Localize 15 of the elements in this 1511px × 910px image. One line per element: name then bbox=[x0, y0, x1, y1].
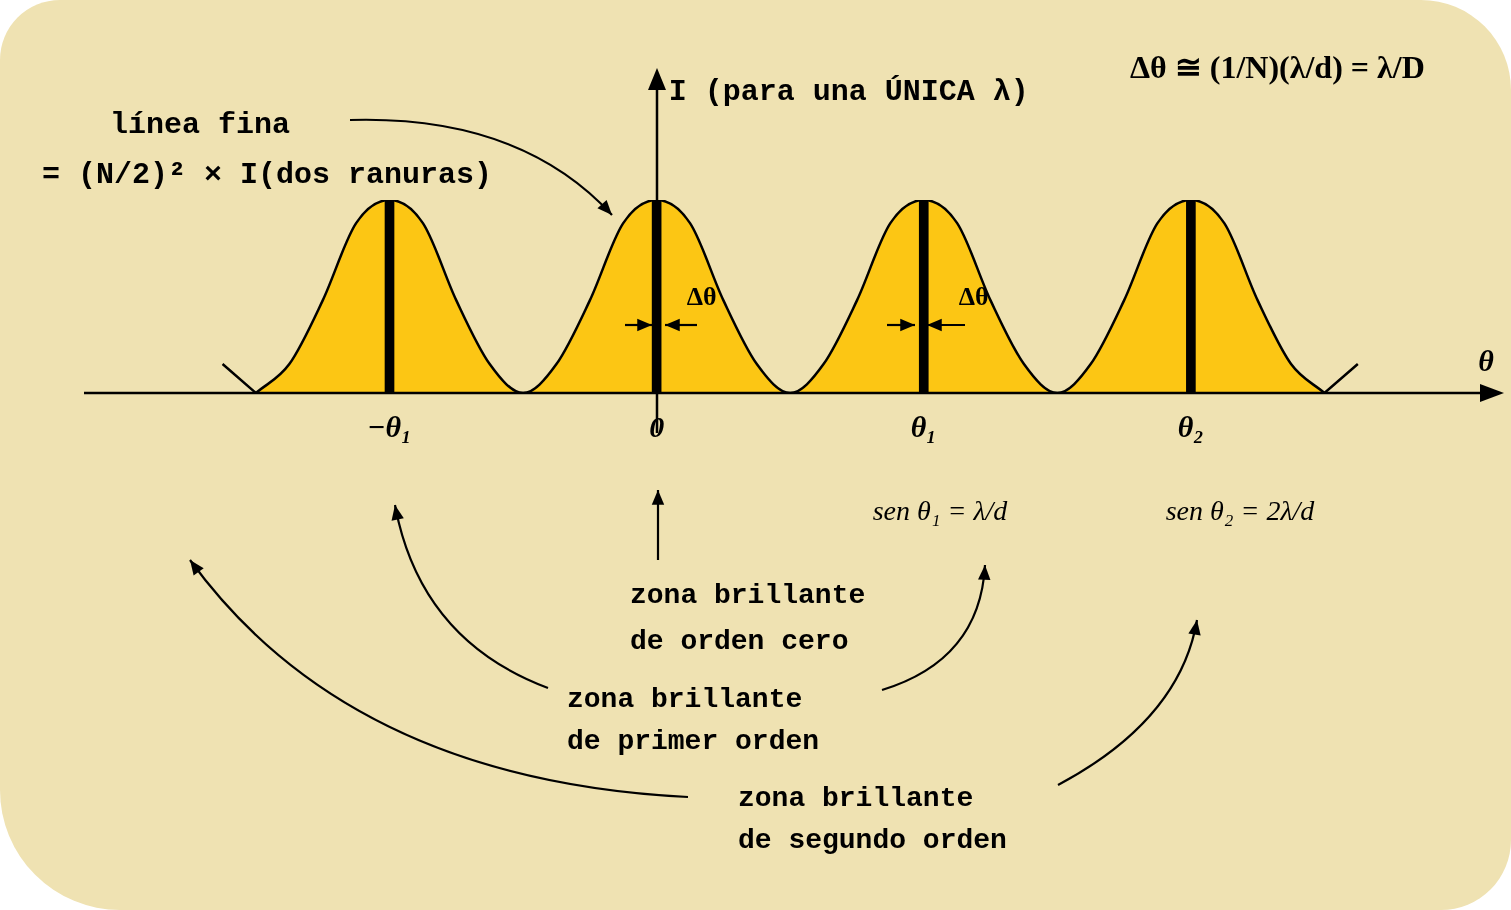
text: zona brillante de orden cero bbox=[630, 580, 866, 657]
y-axis-title: I (para una ÚNICA λ) bbox=[668, 75, 1029, 109]
text: línea fina = (N/2)² × I(dos ranuras) bbox=[42, 108, 493, 192]
x-tick-label: 0 bbox=[649, 409, 665, 443]
annotation: Δθ bbox=[686, 282, 717, 311]
annotation: Δθ bbox=[958, 282, 989, 311]
text: zona brillante de segundo orden bbox=[738, 783, 1007, 856]
x-axis-title: θ bbox=[1478, 344, 1495, 377]
text: zona brillante de primer orden bbox=[567, 684, 820, 757]
x-tick-label: −θ₁ bbox=[367, 409, 412, 443]
text: Δθ ≅ (1/N)(λ/d) = λ/D bbox=[1130, 49, 1425, 85]
x-tick-label: θ₁ bbox=[910, 409, 937, 443]
x-tick-label: θ₂ bbox=[1177, 409, 1204, 443]
text: sen θ₁ = λ/d bbox=[872, 495, 1009, 526]
text: sen θ₂ = 2λ/d bbox=[1165, 495, 1316, 526]
